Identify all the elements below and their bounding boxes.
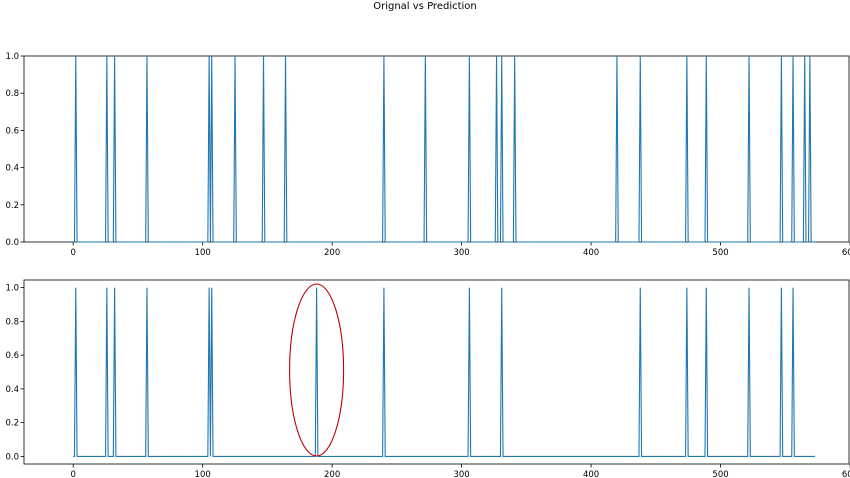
xtick-label: 500	[712, 470, 728, 478]
xtick-label: 100	[195, 470, 211, 478]
xtick-label: 0	[70, 470, 75, 478]
ytick-label: 0.4	[5, 164, 19, 174]
ytick-label: 0.4	[5, 385, 19, 395]
ytick-label: 0.0	[5, 238, 19, 248]
xtick-label: 600	[842, 470, 850, 478]
ytick-label: 1.0	[5, 284, 19, 294]
xtick-label: 0	[70, 248, 75, 258]
subplot-top: 0.0 0.2 0.4 0.6 0.8 1.0 0 100 200 300 400 500 600	[5, 52, 850, 258]
xtick-label: 300	[453, 248, 469, 258]
series-line	[73, 287, 816, 457]
ytick-label: 1.0	[5, 52, 19, 62]
xtick-label: 200	[324, 248, 340, 258]
xtick-label: 500	[712, 248, 728, 258]
series-line	[73, 55, 816, 243]
ytick-label: 0.0	[5, 452, 19, 462]
ytick-label: 0.2	[5, 201, 19, 211]
xtick-label: 600	[842, 248, 850, 258]
ytick-label: 0.6	[5, 351, 19, 361]
xtick-label: 400	[583, 248, 599, 258]
xtick-label: 100	[195, 248, 211, 258]
ytick-label: 0.2	[5, 419, 19, 429]
ytick-label: 0.8	[5, 89, 19, 99]
highlight-ellipse	[289, 283, 345, 457]
axes-frame	[23, 279, 850, 465]
ytick-label: 0.6	[5, 126, 19, 136]
figure-suptitle: Orignal vs Prediction	[373, 1, 477, 12]
xtick-label: 400	[583, 470, 599, 478]
ytick-label: 0.8	[5, 317, 19, 327]
xtick-label: 200	[324, 470, 340, 478]
xtick-label: 300	[453, 470, 469, 478]
subplot-bottom: 0.0 0.2 0.4 0.6 0.8 1.0 0 100 200 300 400 500 600	[5, 279, 850, 478]
